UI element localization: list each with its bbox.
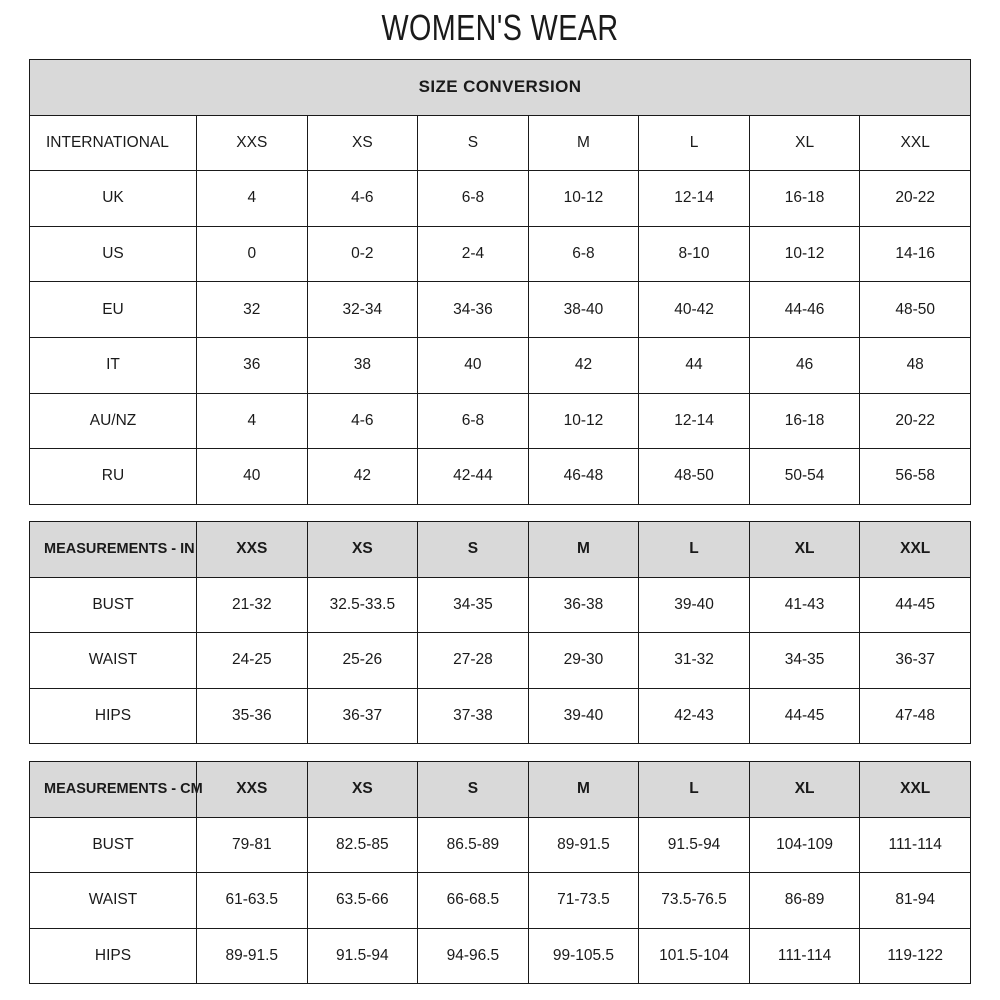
svg-text:WOMEN'S WEAR: WOMEN'S WEAR bbox=[382, 7, 619, 48]
